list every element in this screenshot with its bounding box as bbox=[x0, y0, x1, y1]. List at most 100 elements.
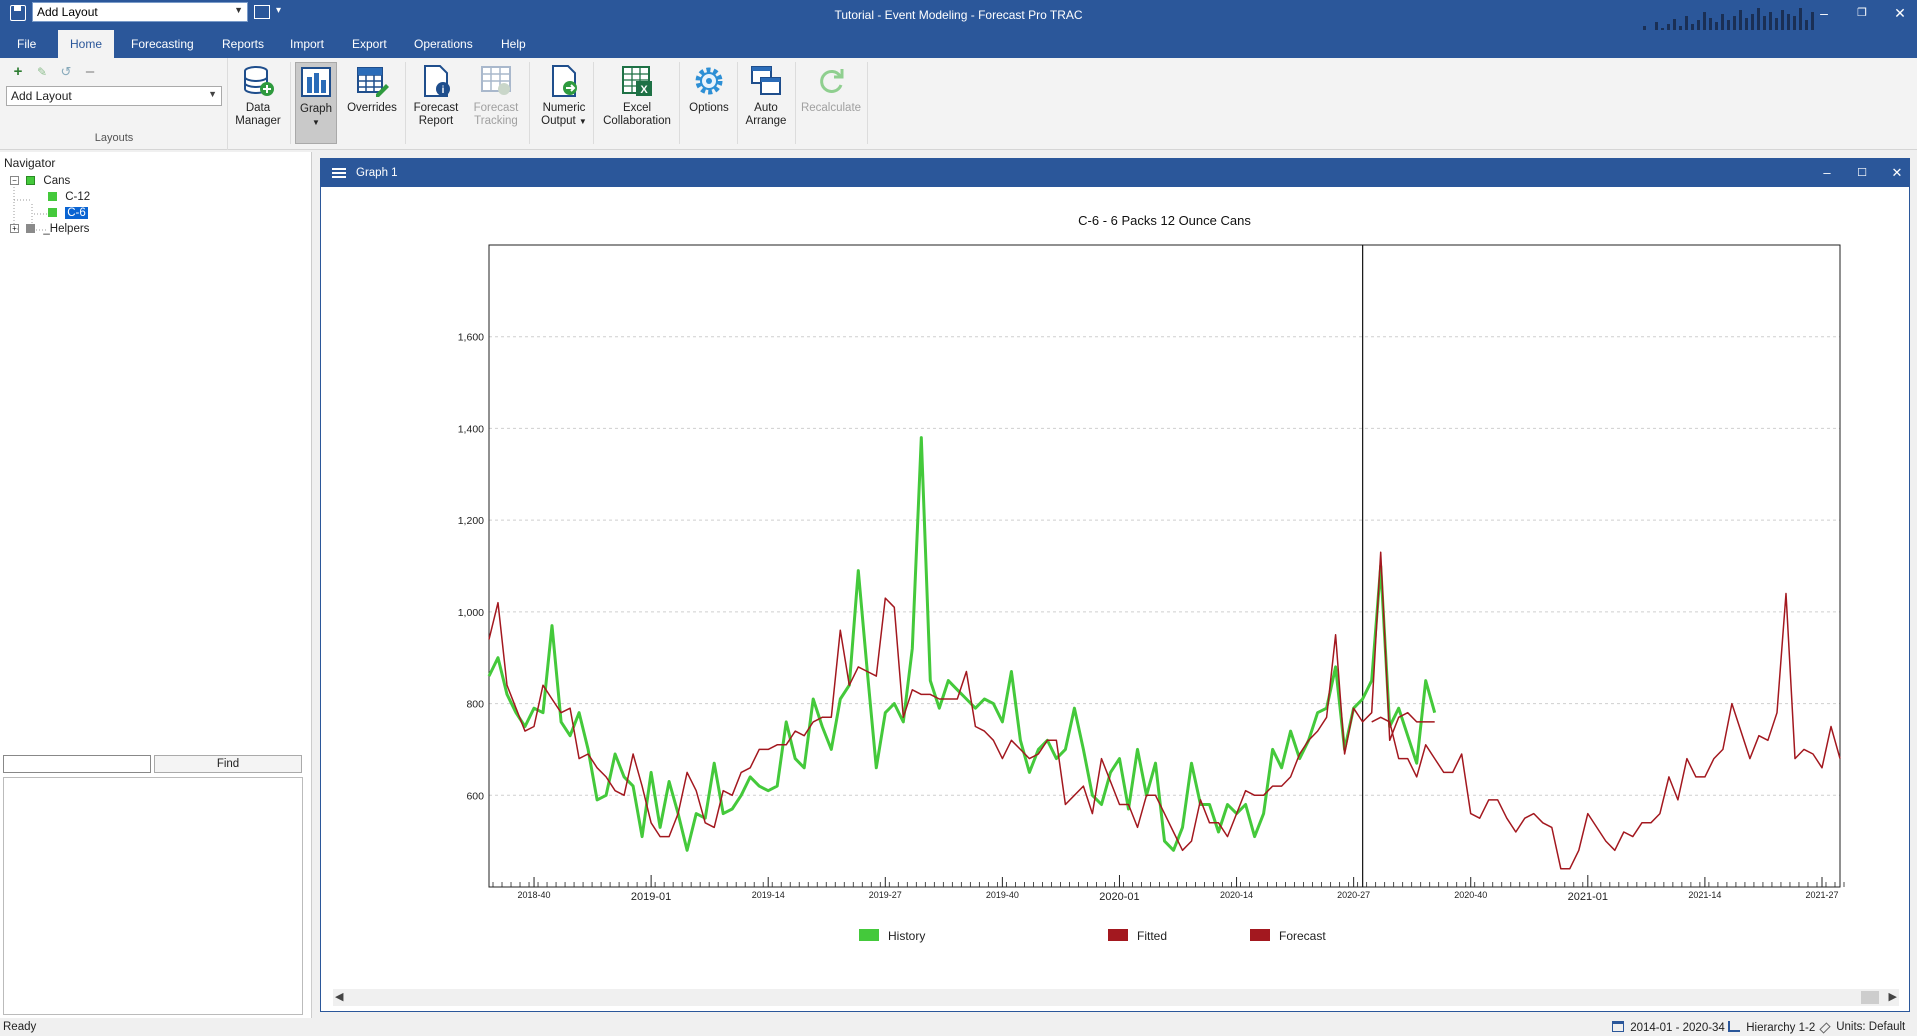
graph-window: Graph 1 – ☐ ✕ C-6 - 6 Packs 12 Ounce Can… bbox=[320, 158, 1910, 1012]
tree-node-c-6[interactable]: C-6 bbox=[48, 206, 88, 221]
close-icon[interactable]: ✕ bbox=[1894, 5, 1906, 21]
title-bar: Add Layout ▼ ▾ Tutorial - Event Modeling… bbox=[0, 0, 1917, 38]
x-major-tick-label: 2020-01 bbox=[1099, 891, 1139, 903]
excel-collaboration-button[interactable]: X Excel Collaboration bbox=[598, 62, 676, 144]
overrides-button[interactable]: Overrides bbox=[344, 62, 400, 144]
close-icon[interactable]: ✕ bbox=[1891, 165, 1903, 180]
ribbon-tabs: File Home Forecasting Reports Import Exp… bbox=[0, 30, 1917, 58]
minimize-icon[interactable]: – bbox=[1820, 5, 1828, 21]
layout-combo-value: Add Layout bbox=[37, 5, 98, 19]
chevron-down-icon: ▼ bbox=[234, 5, 243, 15]
recalculate-button[interactable]: Recalculate bbox=[798, 62, 864, 144]
numeric-output-label: Numeric Output bbox=[541, 102, 586, 127]
find-button[interactable]: Find bbox=[154, 755, 302, 773]
date-range-status[interactable]: 2014-01 - 2020-34 bbox=[1612, 1021, 1725, 1034]
expand-icon[interactable]: + bbox=[10, 224, 19, 234]
ruler-icon bbox=[1819, 1022, 1831, 1034]
graph-button[interactable]: Graph ▼ bbox=[295, 62, 337, 144]
collapse-icon[interactable]: − bbox=[10, 176, 19, 186]
tab-operations[interactable]: Operations bbox=[414, 37, 473, 51]
tab-reports[interactable]: Reports bbox=[222, 37, 265, 51]
legend-swatch-fitted bbox=[1108, 929, 1128, 941]
data-manager-button[interactable]: Data Manager bbox=[230, 62, 286, 144]
y-tick-label: 1,600 bbox=[458, 332, 484, 344]
navigator-panel: Navigator − Cans C-12 C-6 + _Helpers Fin… bbox=[0, 152, 312, 1024]
hierarchy-status[interactable]: Hierarchy 1-2 bbox=[1728, 1021, 1815, 1034]
scroll-left-icon[interactable]: ◀ bbox=[335, 991, 344, 1003]
edit-icon[interactable]: ✎ bbox=[36, 65, 48, 79]
y-tick-label: 1,000 bbox=[458, 607, 484, 619]
ribbon-separator bbox=[529, 62, 530, 144]
find-input[interactable] bbox=[3, 755, 151, 773]
minimize-icon[interactable]: – bbox=[1823, 165, 1831, 180]
customize-toolbar-icon[interactable]: ▾ bbox=[276, 5, 282, 16]
units-status[interactable]: Units: Default bbox=[1819, 1021, 1905, 1034]
status-bar: Ready 2014-01 - 2020-34 Hierarchy 1-2 Un… bbox=[0, 1018, 1917, 1036]
forecast-chart: C-6 - 6 Packs 12 Ounce Cans 600 800 1,000 1,… bbox=[458, 213, 1845, 943]
database-icon bbox=[244, 66, 274, 96]
layout-combo[interactable]: Add Layout ▼ bbox=[32, 2, 248, 22]
scroll-right-icon[interactable]: ▶ bbox=[1888, 991, 1897, 1003]
x-tick-label: 2020-27 bbox=[1337, 890, 1370, 900]
undo-icon[interactable]: ↺ bbox=[60, 64, 72, 79]
x-tick-label: 2018-40 bbox=[518, 890, 551, 900]
svg-text:i: i bbox=[442, 85, 445, 96]
gear-icon bbox=[695, 67, 723, 95]
ribbon-separator bbox=[795, 62, 796, 144]
chevron-down-icon: ▼ bbox=[312, 118, 320, 127]
remove-icon[interactable]: – bbox=[85, 63, 95, 80]
arrange-windows-icon bbox=[751, 66, 781, 95]
save-icon[interactable] bbox=[10, 5, 26, 21]
tab-home[interactable]: Home bbox=[58, 30, 115, 58]
tree-lines bbox=[13, 184, 48, 231]
numeric-output-button[interactable]: Numeric Output ▼ bbox=[534, 62, 594, 144]
report-icon: i bbox=[424, 65, 450, 97]
chart-title: C-6 - 6 Packs 12 Ounce Cans bbox=[1078, 213, 1251, 228]
graph-window-titlebar: Graph 1 – ☐ ✕ bbox=[321, 159, 1909, 187]
status-square-icon bbox=[26, 224, 36, 234]
layouts-group: + ✎ ↺ – Add Layout ▼ Layouts bbox=[0, 58, 228, 150]
legend-label-fitted: Fitted bbox=[1137, 929, 1167, 943]
ribbon: + ✎ ↺ – Add Layout ▼ Layouts Data Manage… bbox=[0, 58, 1917, 150]
tree-label: _Helpers bbox=[43, 223, 90, 235]
chevron-down-icon: ▼ bbox=[208, 89, 217, 99]
tree-node-c-12[interactable]: C-12 bbox=[48, 190, 90, 205]
tab-file[interactable]: File bbox=[17, 37, 37, 51]
forecast-report-button[interactable]: i Forecast Report bbox=[408, 62, 464, 144]
graph-window-title: Graph 1 bbox=[356, 167, 398, 179]
legend-swatch-forecast bbox=[1250, 929, 1270, 941]
tab-help[interactable]: Help bbox=[501, 37, 526, 51]
ribbon-separator bbox=[290, 62, 291, 144]
tree-node-cans[interactable]: − Cans bbox=[10, 174, 70, 189]
layout-select[interactable]: Add Layout ▼ bbox=[6, 86, 222, 106]
maximize-icon[interactable]: ☐ bbox=[1857, 167, 1867, 179]
menu-icon[interactable] bbox=[332, 168, 346, 178]
window-layout-icon[interactable] bbox=[254, 5, 270, 19]
refresh-icon bbox=[820, 69, 844, 93]
scroll-thumb[interactable] bbox=[1861, 991, 1879, 1004]
tree-label: Cans bbox=[43, 175, 71, 187]
tab-forecasting[interactable]: Forecasting bbox=[131, 37, 194, 51]
status-square-icon bbox=[48, 208, 57, 218]
tracking-icon bbox=[481, 66, 511, 95]
options-button[interactable]: Options bbox=[684, 62, 734, 144]
auto-arrange-label: Auto Arrange bbox=[745, 102, 787, 127]
restore-icon[interactable]: ❐ bbox=[1857, 7, 1867, 19]
tab-export[interactable]: Export bbox=[352, 37, 387, 51]
ribbon-separator bbox=[679, 62, 680, 144]
tab-import[interactable]: Import bbox=[290, 37, 325, 51]
add-icon[interactable]: + bbox=[13, 63, 23, 80]
tree-node-helpers[interactable]: + _Helpers bbox=[10, 222, 89, 237]
data-manager-label: Data Manager bbox=[235, 102, 281, 127]
forecast-tracking-button[interactable]: Forecast Tracking bbox=[468, 62, 524, 144]
y-tick-label: 600 bbox=[466, 790, 484, 802]
forecast-tracking-label: Forecast Tracking bbox=[473, 102, 519, 127]
chevron-down-icon: ▼ bbox=[578, 117, 587, 126]
auto-arrange-button[interactable]: Auto Arrange bbox=[740, 62, 792, 144]
ribbon-separator bbox=[737, 62, 738, 144]
y-tick-label: 800 bbox=[466, 699, 484, 711]
series-fitted-line bbox=[488, 551, 1435, 852]
output-icon bbox=[552, 65, 577, 97]
horizontal-scrollbar[interactable]: ◀ ▶ bbox=[333, 989, 1899, 1006]
x-major-tick-label: 2019-01 bbox=[631, 891, 671, 903]
